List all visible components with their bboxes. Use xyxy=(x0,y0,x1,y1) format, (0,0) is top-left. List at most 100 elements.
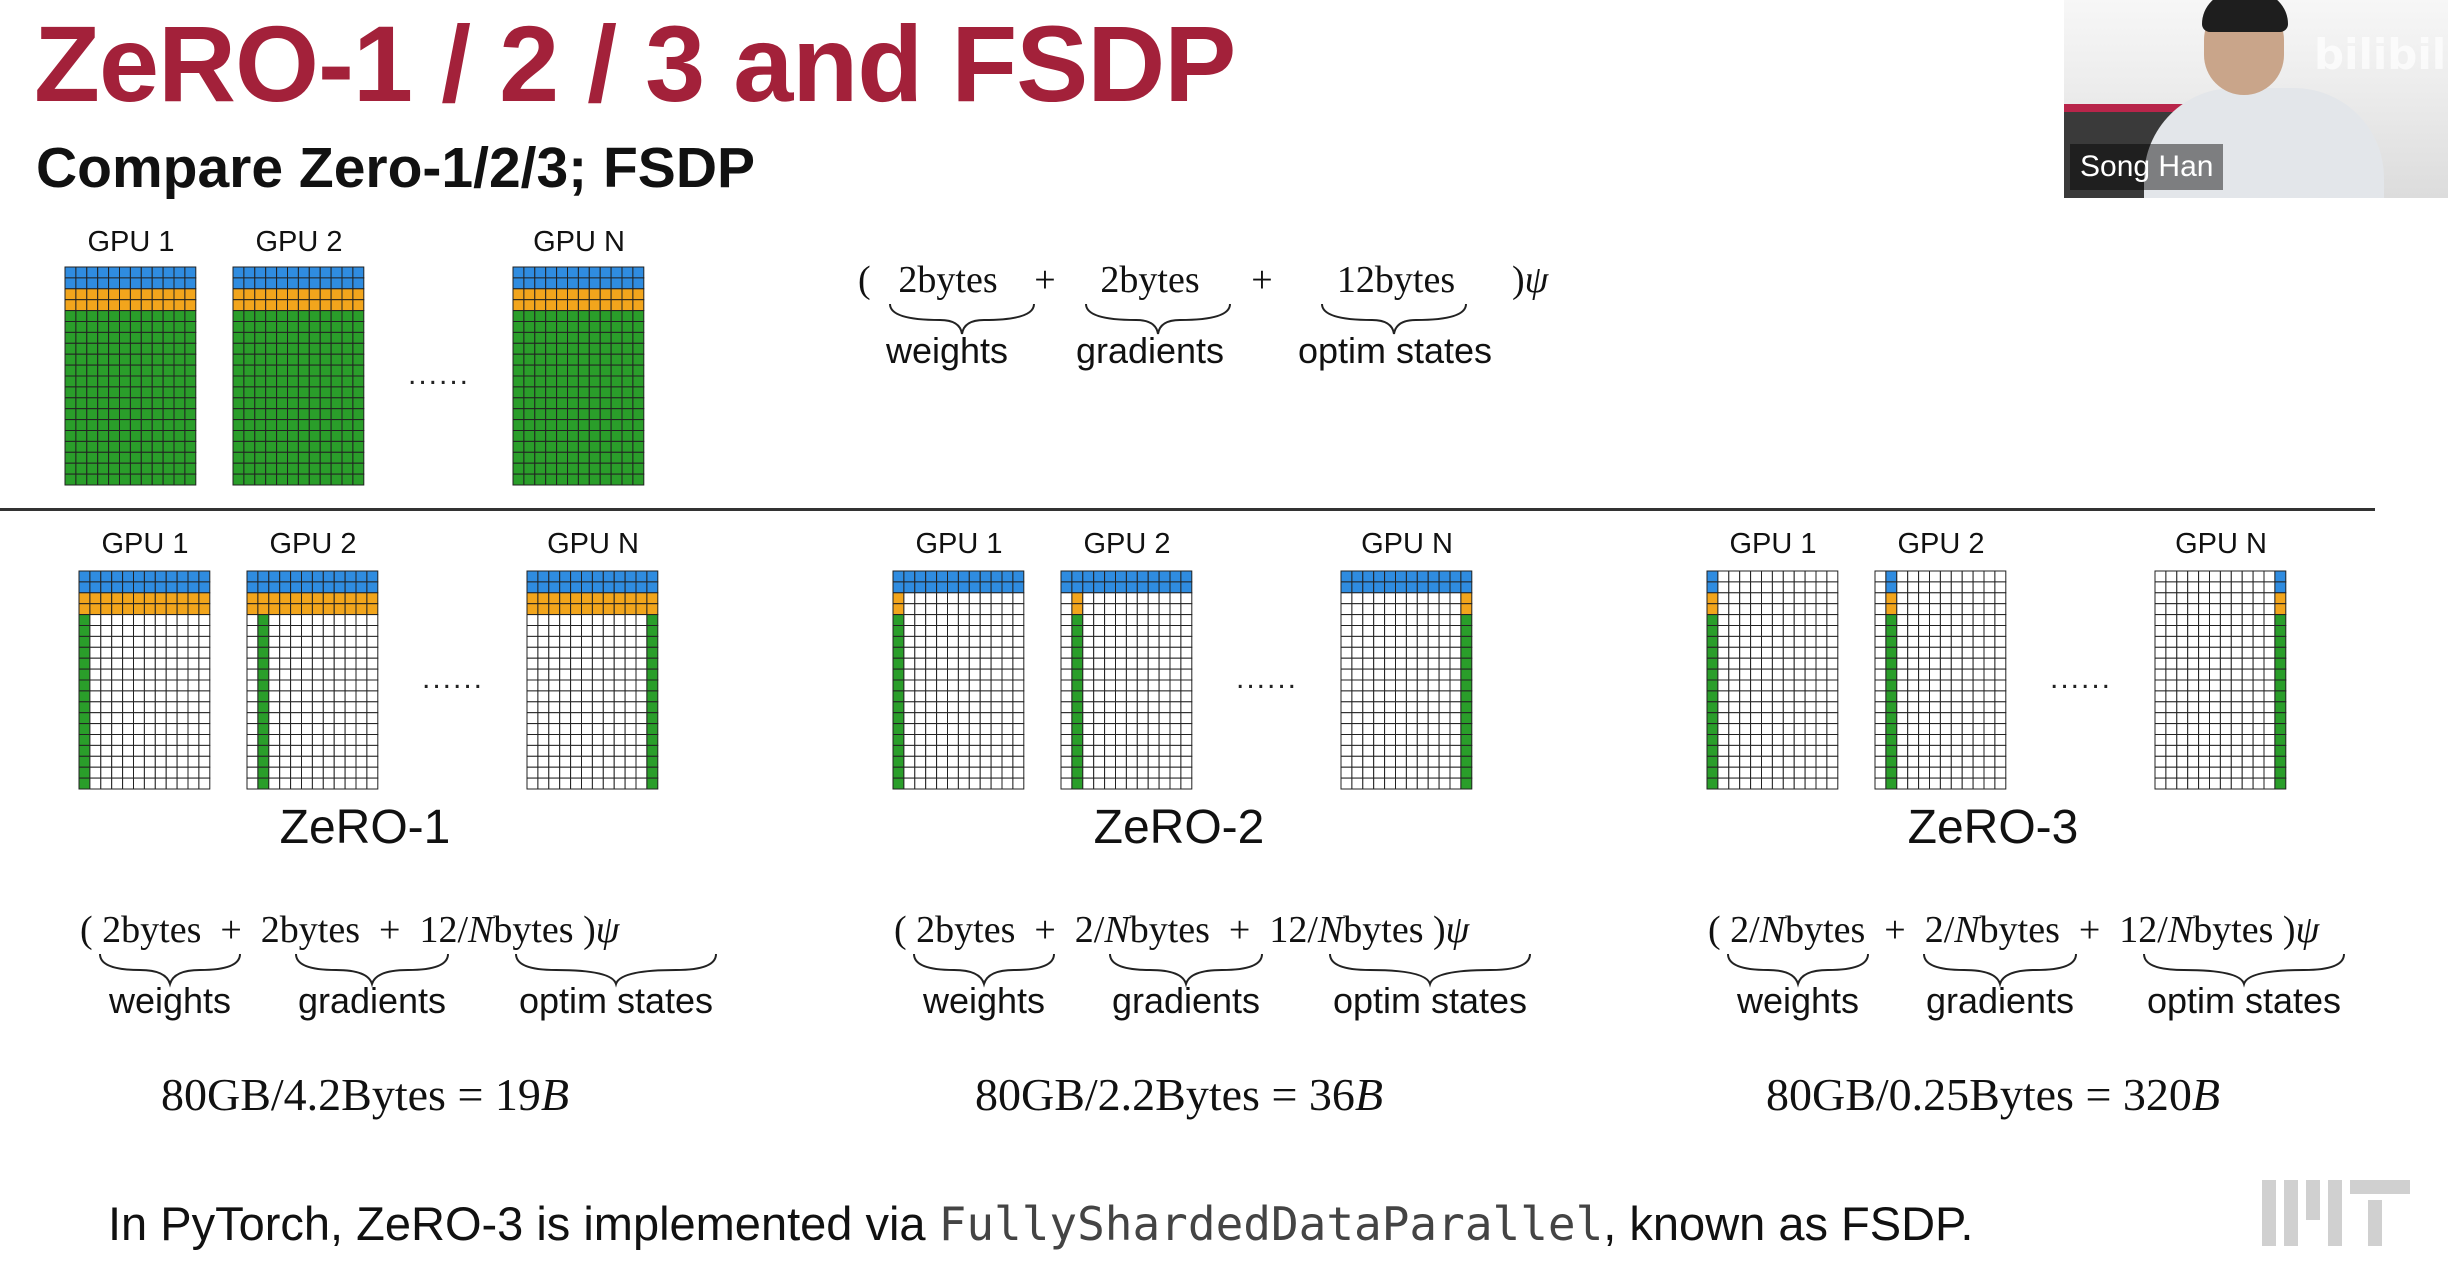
memory-cell xyxy=(246,635,259,648)
memory-cell xyxy=(1104,635,1116,648)
memory-cell xyxy=(100,668,113,681)
memory-cell xyxy=(646,625,659,637)
memory-cell xyxy=(1395,592,1407,605)
memory-cell xyxy=(957,744,970,757)
memory-cell xyxy=(198,744,211,757)
memory-cell xyxy=(947,744,959,757)
memory-cell xyxy=(1427,657,1440,670)
memory-cell xyxy=(1460,723,1473,736)
memory-cell xyxy=(246,603,259,616)
memory-cell xyxy=(1717,668,1730,681)
memory-cell xyxy=(1438,646,1451,659)
memory-cell xyxy=(232,299,245,312)
memory-cell xyxy=(143,744,156,757)
memory-cell xyxy=(143,766,156,779)
memory-cell xyxy=(957,690,970,703)
memory-cell xyxy=(925,766,938,779)
memory-cell xyxy=(1373,614,1386,626)
memory-cell xyxy=(352,440,365,453)
memory-cell xyxy=(1771,679,1784,692)
memory-cell xyxy=(1972,766,1985,779)
memory-cell xyxy=(290,712,302,725)
memory-cell xyxy=(308,364,321,377)
memory-cell xyxy=(2154,668,2167,681)
memory-cell xyxy=(591,712,604,725)
memory-cell xyxy=(165,777,178,790)
memory-cell xyxy=(581,570,593,583)
memory-cell xyxy=(1994,581,2007,594)
memory-cell xyxy=(1373,701,1386,714)
memory-cell xyxy=(624,777,637,790)
memory-cell xyxy=(111,777,124,790)
memory-cell xyxy=(2230,744,2243,757)
memory-cell xyxy=(232,462,245,475)
memory-cell xyxy=(567,299,579,312)
n-symbol: N xyxy=(1104,909,1130,951)
memory-cell xyxy=(1728,777,1741,790)
memory-cell xyxy=(2165,766,2178,779)
memory-cell xyxy=(1728,766,1741,779)
memory-cell xyxy=(100,657,113,670)
memory-cell xyxy=(1918,592,1930,605)
memory-cell xyxy=(1706,614,1719,626)
memory-cell xyxy=(1896,657,1909,670)
memory-grid xyxy=(892,570,1025,790)
memory-cell xyxy=(526,625,539,637)
memory-cell xyxy=(140,430,153,442)
memory-cell xyxy=(635,723,648,736)
memory-cell xyxy=(903,625,916,637)
memory-cell xyxy=(512,462,525,475)
memory-cell xyxy=(173,342,186,355)
memory-cell xyxy=(567,288,579,301)
memory-cell xyxy=(1728,657,1741,670)
memory-cell xyxy=(632,321,645,333)
memory-cell xyxy=(129,397,142,410)
memory-cell xyxy=(1918,701,1930,714)
memory-cell xyxy=(1994,570,2007,583)
memory-cell xyxy=(111,766,124,779)
memory-cell xyxy=(892,701,905,714)
memory-cell xyxy=(646,646,659,659)
memory-cell xyxy=(545,473,558,486)
memory-cell xyxy=(1994,744,2007,757)
memory-cell xyxy=(1060,744,1073,757)
memory-cell xyxy=(1874,668,1887,681)
memory-cell xyxy=(968,734,981,746)
memory-cell xyxy=(129,310,142,322)
memory-cell xyxy=(1169,581,1182,594)
memory-cell xyxy=(559,646,572,659)
memory-cell xyxy=(1874,657,1887,670)
memory-cell xyxy=(122,581,134,594)
memory-cell xyxy=(556,430,568,442)
memory-cell xyxy=(279,635,292,648)
memory-cell xyxy=(344,734,357,746)
memory-cell xyxy=(108,364,120,377)
memory-cell xyxy=(319,266,332,279)
memory-cell xyxy=(352,288,365,301)
memory-cell xyxy=(143,592,156,605)
memory-cell xyxy=(1136,744,1149,757)
memory-cell xyxy=(2198,657,2210,670)
memory-cell xyxy=(2176,701,2189,714)
memory-cell xyxy=(133,766,145,779)
memory-cell xyxy=(287,440,299,453)
memory-cell xyxy=(1449,570,1462,583)
memory-cell xyxy=(2263,668,2276,681)
memory-cell xyxy=(947,635,959,648)
memory-cell xyxy=(591,614,604,626)
memory-cell xyxy=(1874,570,1887,583)
memory-cell xyxy=(140,353,153,366)
memory-cell xyxy=(2263,777,2276,790)
scheme-braces xyxy=(99,953,717,988)
memory-cell xyxy=(1362,744,1375,757)
memory-cell xyxy=(1060,755,1073,768)
memory-cell xyxy=(254,299,267,312)
memory-cell xyxy=(198,625,211,637)
memory-cell xyxy=(892,766,905,779)
memory-cell xyxy=(1907,592,1920,605)
memory-cell xyxy=(1158,592,1171,605)
memory-cell xyxy=(341,321,354,333)
memory-cell xyxy=(1373,755,1386,768)
memory-cell xyxy=(968,679,981,692)
memory-cell xyxy=(1082,614,1095,626)
